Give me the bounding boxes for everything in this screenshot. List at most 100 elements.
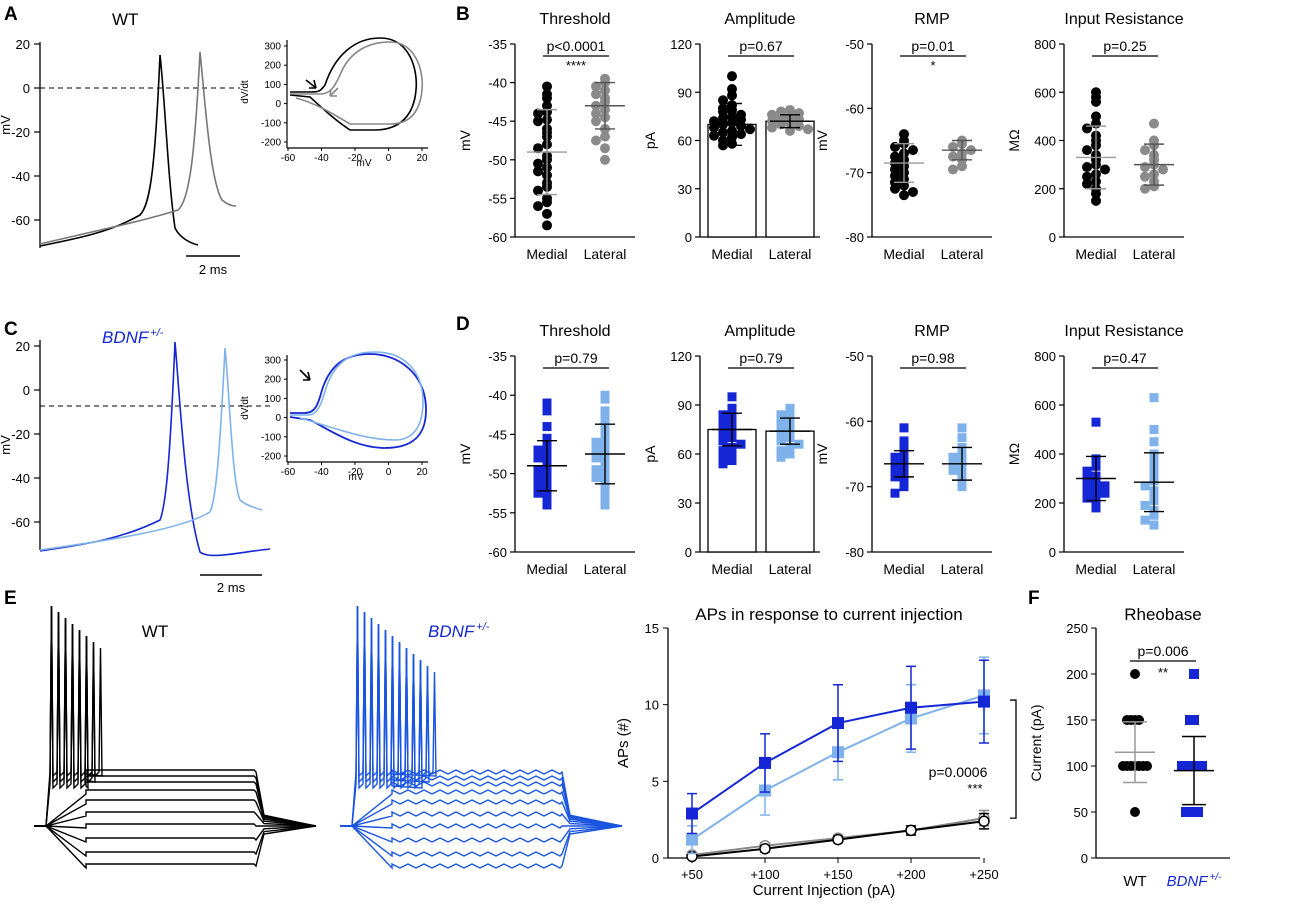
data-point (776, 410, 786, 420)
y-tick-label: 250 (1066, 621, 1088, 636)
data-point (1082, 162, 1092, 173)
data-point (1177, 761, 1187, 771)
x-tick-label-medial: Medial (526, 561, 567, 577)
data-point (908, 145, 918, 156)
data-point (776, 423, 786, 433)
data-point (709, 122, 719, 133)
data-point (776, 446, 786, 456)
data-point (591, 89, 601, 100)
x-tick-label-medial: Medial (526, 246, 567, 262)
data-point (591, 81, 601, 92)
data-point (718, 459, 728, 469)
step-trace (340, 822, 622, 829)
y-axis-label: Current (pA) (1028, 704, 1044, 781)
x-tick-label-medial: Medial (1075, 561, 1116, 577)
x-tick-label-bdnf-sup: +/- (1209, 872, 1222, 883)
panel-label-a: A (4, 4, 18, 25)
y-tick-label: -60 (845, 101, 864, 116)
subplot-input-resistance: Input Resistance 800 600 400 200 0 MΩ Medial Lat… (1006, 11, 1184, 262)
data-point (600, 500, 610, 510)
data-point (542, 81, 552, 92)
panel-d: Threshold -35 -40 -45 -50 -55 -60 mV Medial Later… (457, 323, 1184, 577)
data-point (1140, 481, 1150, 491)
panel-a-trace-lateral (39, 51, 237, 245)
panel-e-title-bdnf: BDNF +/- (428, 621, 490, 641)
data-point (776, 429, 786, 439)
data-point (542, 492, 552, 502)
data-point (908, 186, 918, 197)
data-point (767, 122, 777, 133)
data-point (718, 452, 728, 462)
data-point (899, 482, 909, 492)
y-tick-label: 60 (678, 134, 692, 149)
p-value-label: p=0.01 (911, 38, 954, 54)
y-tick-label: 0 (1049, 230, 1056, 245)
data-point (776, 452, 786, 462)
subplot-rmp: RMP -50 -60 -70 -80 mV Medial Lateral p=0.98 (814, 323, 992, 577)
data-point (533, 465, 543, 475)
y-tick-label: 30 (678, 182, 692, 197)
data-point (736, 439, 746, 449)
data-point (1149, 118, 1159, 129)
panel-a-trace-medial (39, 54, 199, 247)
data-point (1082, 178, 1092, 189)
data-point (542, 208, 552, 219)
y-tick-label: 90 (678, 398, 692, 413)
panel-c-phase-lateral (290, 351, 424, 441)
data-point (718, 416, 728, 426)
data-point (533, 453, 543, 463)
step-trace (34, 823, 316, 829)
data-point (591, 437, 601, 447)
data-point (1149, 510, 1159, 520)
data-point (948, 141, 958, 152)
y-tick-label: -50 (845, 37, 864, 52)
data-point (1149, 520, 1159, 530)
p-value-label: p=0.0006 (929, 764, 988, 780)
data-point (727, 456, 737, 466)
data-point (978, 815, 990, 827)
y-tick-label: -60 (488, 230, 507, 245)
data-point (1140, 162, 1150, 173)
data-point (1185, 715, 1195, 725)
data-point (776, 119, 786, 130)
data-point (718, 95, 728, 106)
p-value-label: p=0.25 (1103, 38, 1146, 54)
subplot-title: Amplitude (724, 323, 795, 340)
y-axis-label: pA (642, 131, 658, 149)
data-point (1082, 493, 1092, 503)
y-tick-label: 0 (23, 383, 30, 398)
data-point (1091, 111, 1101, 122)
y-tick-label: -60 (488, 545, 507, 560)
data-point (803, 124, 813, 135)
phase-x-tick-label: -40 (314, 153, 329, 164)
subplot-title: Input Resistance (1064, 323, 1183, 340)
y-axis-label: mV (457, 129, 473, 151)
subplot-rmp: RMP -50 -60 -70 -80 mV Medial Lateral p=0.01 * (814, 11, 992, 262)
y-axis-label: MΩ (1006, 129, 1022, 151)
p-value-label: p=0.79 (554, 350, 597, 366)
series-bdnf-medial (686, 659, 990, 835)
step-trace (340, 798, 623, 827)
data-point (794, 121, 804, 132)
phase-y-tick-label: -100 (261, 432, 281, 443)
step-trace (340, 605, 623, 827)
phase-y-tick-label: 300 (264, 42, 281, 53)
phase-y-tick-label: 0 (275, 99, 281, 110)
y-tick-label: -60 (11, 213, 30, 228)
data-point (718, 127, 728, 138)
y-tick-label: 60 (678, 447, 692, 462)
data-point (1130, 669, 1140, 679)
data-point (718, 423, 728, 433)
y-tick-label: 0 (652, 851, 659, 866)
data-point (533, 108, 543, 119)
data-point (759, 843, 771, 855)
data-point (686, 833, 698, 846)
step-trace (340, 825, 623, 858)
subplot-amplitude: Amplitude 120 90 60 30 0 pA Medial Lateral p=0.67 (642, 11, 820, 262)
data-point (542, 93, 552, 104)
data-point (1140, 515, 1150, 525)
phase-y-tick-label: 0 (275, 413, 281, 424)
